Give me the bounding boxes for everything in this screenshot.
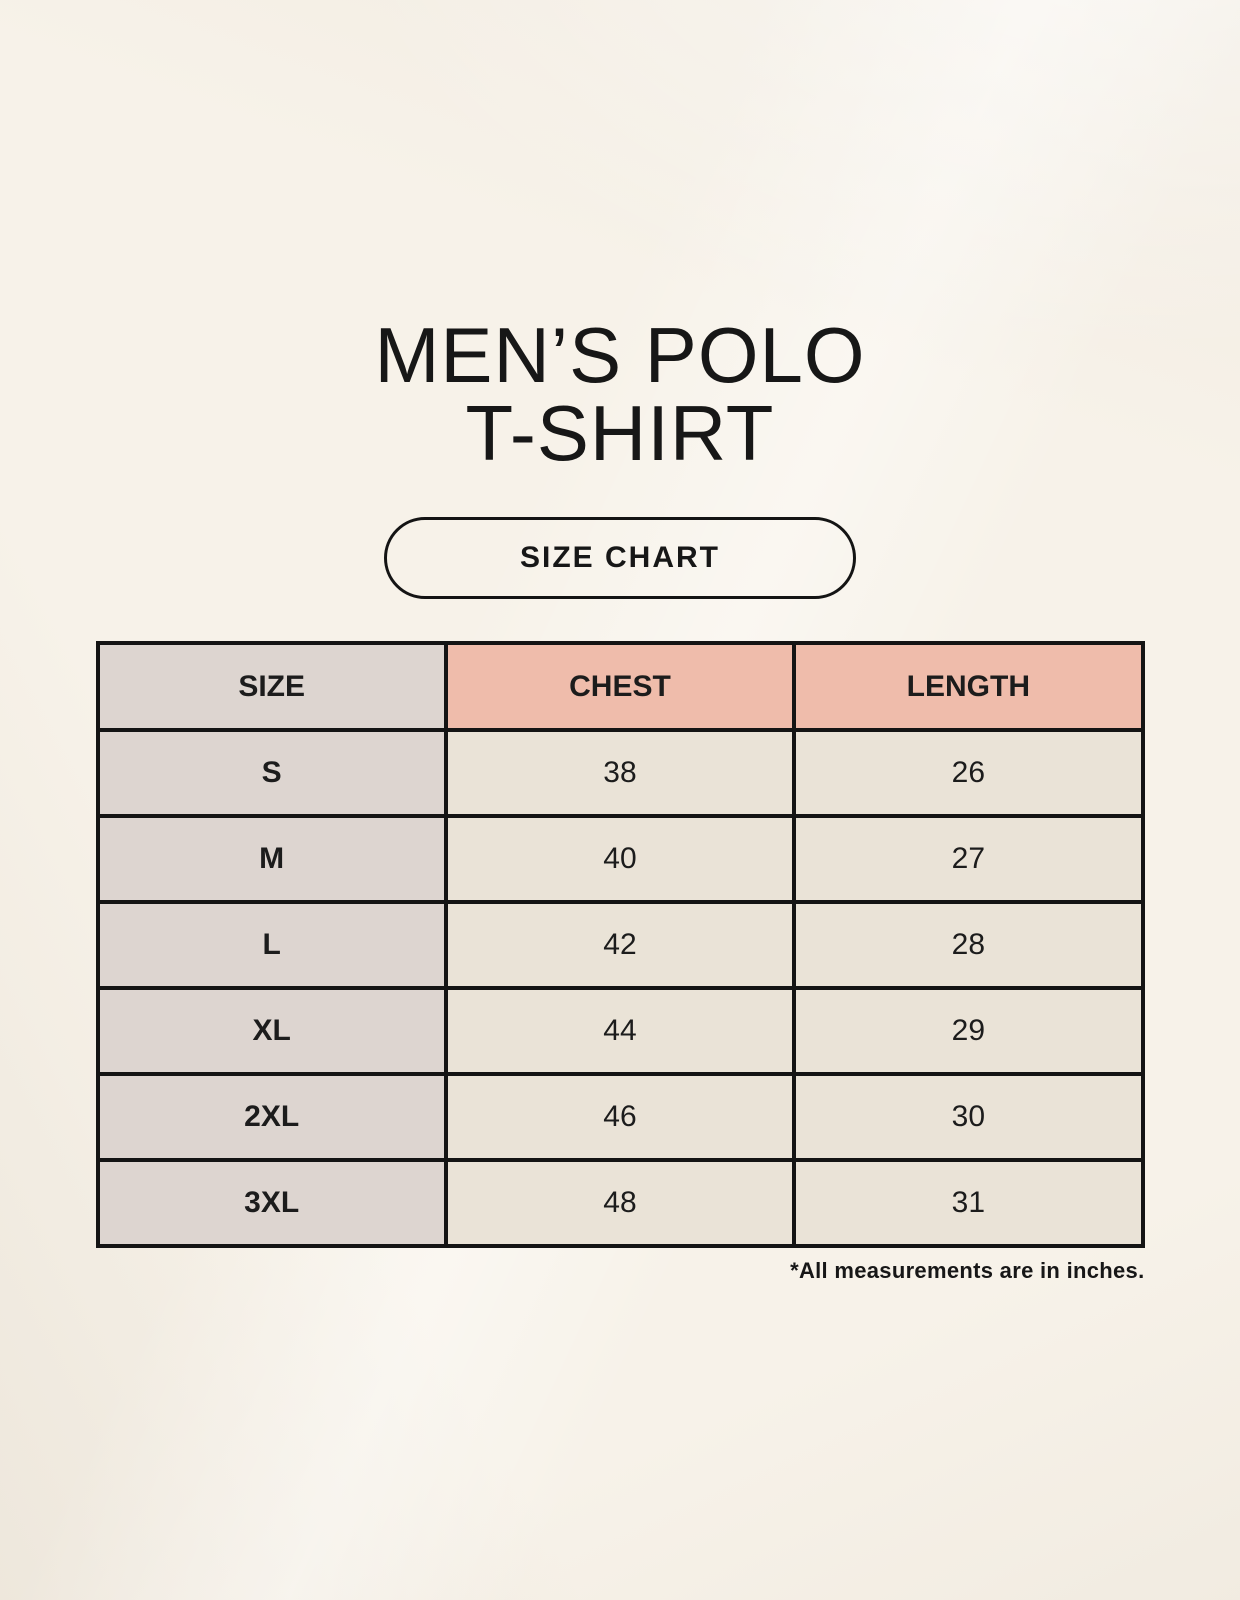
size-cell: S: [95, 728, 448, 818]
size-chart-pill-button[interactable]: SIZE CHART: [384, 517, 856, 599]
length-cell: 29: [792, 986, 1145, 1076]
measurements-footnote: *All measurements are in inches.: [790, 1258, 1145, 1283]
size-cell: 3XL: [95, 1158, 448, 1248]
chest-cell: 42: [443, 900, 797, 990]
table-row: 2XL 46 30: [95, 1072, 1145, 1162]
table-header-row: SIZE CHEST LENGTH: [95, 641, 1145, 732]
size-cell: 2XL: [95, 1072, 448, 1162]
size-cell: L: [95, 900, 448, 990]
chest-cell: 40: [443, 814, 797, 904]
col-header-length: LENGTH: [792, 641, 1145, 732]
size-cell: XL: [95, 986, 448, 1076]
length-cell: 30: [792, 1072, 1145, 1162]
col-header-size: SIZE: [95, 641, 448, 732]
product-title-line2: T-SHIRT: [465, 389, 775, 477]
table-row: 3XL 48 31: [95, 1158, 1145, 1248]
chest-cell: 46: [443, 1072, 797, 1162]
table-row: S 38 26: [95, 728, 1145, 818]
length-cell: 28: [792, 900, 1145, 990]
length-cell: 27: [792, 814, 1145, 904]
length-cell: 31: [792, 1158, 1145, 1248]
product-title: MEN’S POLO T-SHIRT: [0, 0, 1240, 472]
table-row: M 40 27: [95, 814, 1145, 904]
length-cell: 26: [792, 728, 1145, 818]
size-chart-page: MEN’S POLO T-SHIRT SIZE CHART SIZE CHEST …: [0, 0, 1240, 1283]
size-cell: M: [95, 814, 448, 904]
chest-cell: 38: [443, 728, 797, 818]
size-chart-pill-label: SIZE CHART: [520, 541, 720, 574]
chest-cell: 48: [443, 1158, 797, 1248]
product-title-line1: MEN’S POLO: [374, 311, 866, 399]
table-row: XL 44 29: [95, 986, 1145, 1076]
size-table: SIZE CHEST LENGTH S 38 26 M 40 27 L 42 2…: [95, 641, 1145, 1248]
col-header-chest: CHEST: [443, 641, 797, 732]
table-row: L 42 28: [95, 900, 1145, 990]
chest-cell: 44: [443, 986, 797, 1076]
